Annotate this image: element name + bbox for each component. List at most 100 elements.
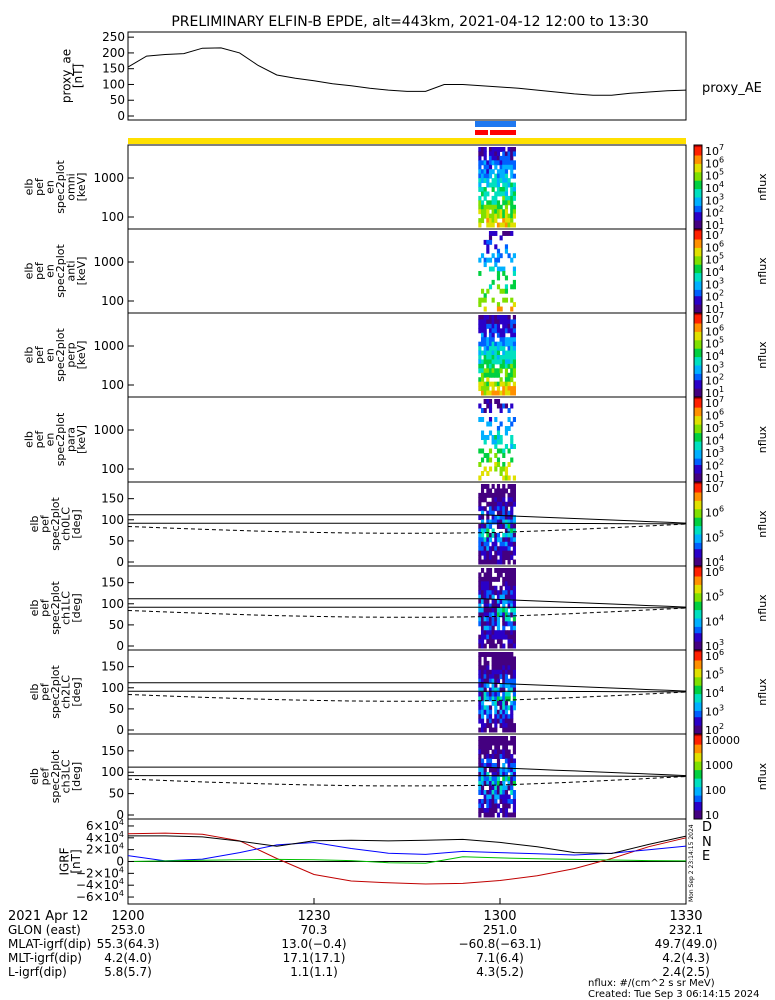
spectrogram-cell — [480, 740, 485, 746]
spectrogram-cell — [483, 541, 487, 547]
spectrogram-cell — [502, 266, 506, 272]
spectrogram-cell — [512, 337, 516, 343]
spectrogram-cell — [499, 794, 503, 800]
spectrogram-cell — [510, 147, 514, 152]
spectrogram-cell — [499, 790, 503, 795]
spectrogram-cell — [496, 700, 501, 706]
spectrogram-cell — [483, 386, 487, 392]
spectrogram-cell — [512, 803, 516, 809]
spectrogram-cell — [488, 359, 493, 365]
spectrogram-cell — [488, 581, 493, 587]
spectrogram-cell — [480, 510, 485, 516]
spectrogram-cell — [486, 696, 490, 702]
science-zone-bar-red-a — [475, 130, 488, 135]
spectrogram-cell — [512, 674, 516, 680]
spectrogram-cell — [494, 399, 498, 404]
spectrogram-cell — [494, 537, 498, 543]
spectrogram-cell — [499, 714, 503, 720]
colorbar-tick-exponent: 6 — [719, 155, 724, 164]
spectrogram-cell — [512, 164, 516, 170]
spectrogram-cell — [480, 625, 485, 631]
spectrogram-cell — [483, 723, 487, 729]
spectrogram-cell — [494, 173, 498, 179]
colorbar-swatch — [694, 378, 702, 381]
colorbar-swatch — [694, 498, 702, 502]
spectrogram-cell — [491, 736, 495, 741]
colorbar-tick-label: 106 — [705, 564, 724, 579]
spectrogram-cell — [496, 546, 501, 552]
spectrogram-cell — [488, 337, 493, 343]
spectrogram-cell — [512, 532, 516, 538]
spectrogram-cell — [483, 408, 487, 413]
spectrogram-cell — [480, 350, 485, 356]
spectrogram-cell — [507, 164, 511, 170]
spectrogram-cell — [507, 669, 511, 675]
spectrogram-cell — [510, 723, 514, 729]
spectrogram-cell — [483, 546, 487, 552]
spectrogram-cell — [496, 612, 501, 618]
colorbar-swatch — [694, 538, 702, 542]
spectrogram-cell — [510, 297, 514, 303]
ytick-label: 0 — [116, 723, 124, 737]
spectrogram-cell — [504, 652, 509, 657]
spectrogram-cell — [507, 714, 511, 720]
spectrogram-cell — [510, 497, 514, 503]
igrf-ytick-exponent: 4 — [119, 818, 124, 827]
colorbar-tick-label: 10000 — [705, 734, 740, 747]
colorbar-swatch — [694, 205, 702, 209]
spectrogram-cell — [483, 740, 487, 746]
spectrogram-cell — [499, 439, 503, 445]
colorbar-swatch — [694, 329, 702, 333]
spectrogram-cell — [504, 187, 509, 192]
colorbar-tick-label: 104 — [705, 613, 724, 628]
ae-ytick-label: 0 — [117, 109, 125, 123]
spectrogram-cell — [502, 231, 506, 236]
spectrogram-cell — [486, 488, 490, 494]
spectrogram-cell — [496, 515, 501, 521]
colorbar-swatch — [694, 191, 702, 194]
spectrogram-cell — [512, 568, 516, 573]
spectrogram-cell — [491, 337, 495, 343]
spectrogram-cell — [494, 359, 498, 365]
spectrogram-cell — [502, 297, 506, 303]
colorbar-swatch — [694, 210, 702, 213]
spectrogram-cell — [480, 372, 485, 378]
spectrogram-cell — [502, 616, 506, 622]
colorbar-swatch — [694, 683, 702, 687]
spectrogram-cell — [491, 506, 495, 512]
spectrogram-cell — [478, 555, 482, 561]
spectrogram-cell — [510, 590, 514, 596]
colorbar-swatch — [694, 443, 702, 447]
spectrogram-cell — [496, 209, 501, 215]
colorbar-swatch — [694, 359, 702, 362]
colorbar-tick-exponent: 5 — [719, 420, 724, 429]
spectrogram-cell — [488, 776, 493, 782]
spectrogram-cell — [494, 200, 498, 206]
spectrogram-cell — [512, 781, 516, 786]
spectrogram-cell — [507, 475, 511, 481]
spectrogram-cell — [512, 559, 516, 565]
spectrogram-cell — [510, 368, 514, 374]
spectrogram-cell — [512, 528, 516, 534]
colorbar-swatch — [694, 770, 702, 773]
spectrogram-cell — [478, 492, 482, 498]
colorbar-swatch — [694, 692, 702, 695]
spectrogram-cell — [478, 608, 482, 613]
spectrogram-cell — [478, 328, 482, 334]
spectrogram-cell — [496, 506, 501, 512]
spectrogram-cell — [483, 781, 487, 786]
spectrogram-cell — [512, 271, 516, 276]
colorbar-swatch — [694, 231, 702, 234]
colorbar-swatch — [694, 662, 702, 666]
colorbar-swatch — [694, 774, 702, 777]
spectrogram-cell — [504, 169, 509, 175]
spectrogram-cell — [496, 200, 501, 206]
spectrogram-cell — [488, 160, 493, 166]
spectrogram-cell — [510, 541, 514, 547]
spectrogram-cell — [512, 692, 516, 697]
spectrogram-cell — [483, 528, 487, 534]
spectrogram-cell — [496, 572, 501, 578]
spectrogram-cell — [504, 248, 509, 254]
spectrogram-cell — [510, 643, 514, 649]
spectrogram-cell — [488, 723, 493, 729]
